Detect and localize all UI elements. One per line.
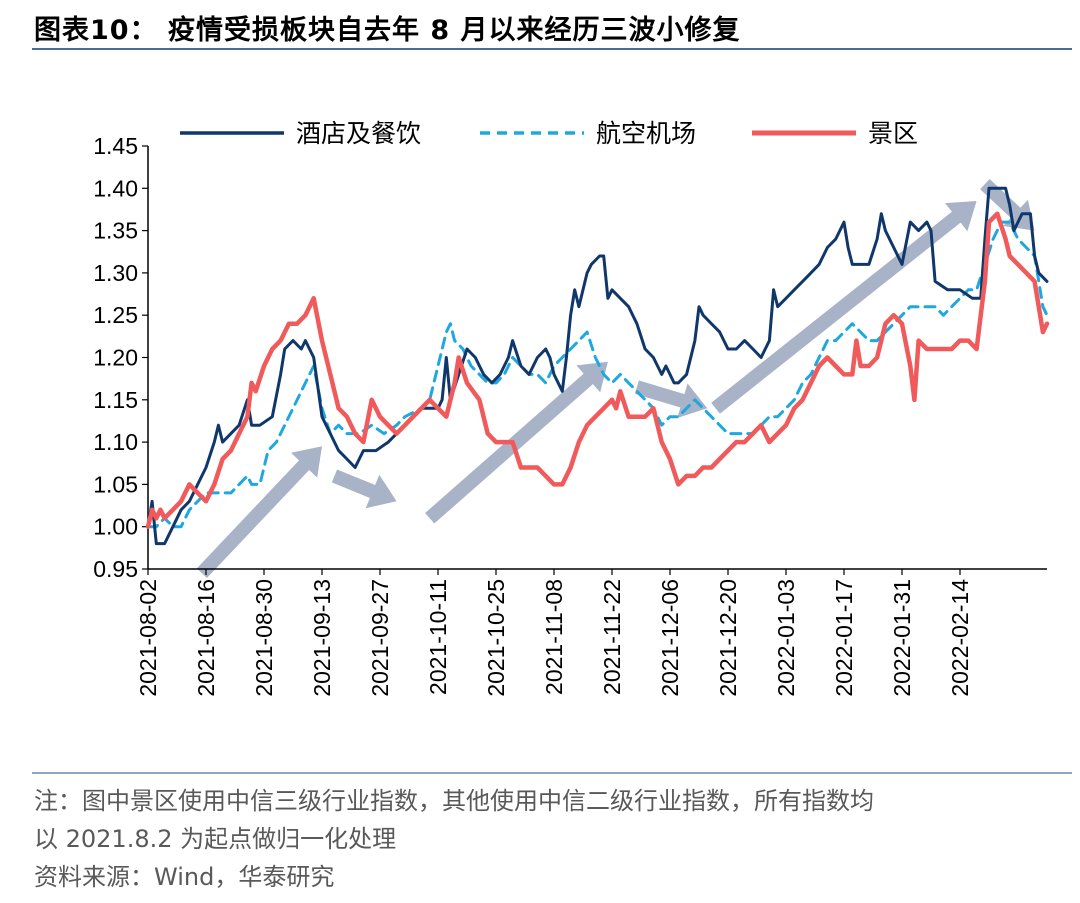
line-chart: 0.95 1.00 1.05 1.10 1.15 1.20 1.25 1.30 1.35 1.40… bbox=[93, 119, 1050, 697]
axes: 0.95 1.00 1.05 1.10 1.15 1.20 1.25 1.30 1.35 1.40… bbox=[93, 133, 1047, 697]
x-tick-label: 2021-10-25 bbox=[483, 579, 509, 697]
y-tick-label: 0.95 bbox=[93, 556, 138, 582]
x-tick-label: 2021-10-11 bbox=[425, 579, 451, 695]
trend-arrow-3 bbox=[425, 361, 608, 524]
x-tick-label: 2021-09-27 bbox=[367, 579, 393, 697]
legend-label-1: 酒店及餐饮 bbox=[296, 119, 421, 148]
legend: 酒店及餐饮 航空机场 景区 bbox=[180, 119, 918, 148]
note-text: 注：图中景区使用中信三级行业指数，其他使用中信二级行业指数，所有指数均 bbox=[34, 787, 874, 815]
y-tick-label: 1.45 bbox=[93, 133, 138, 159]
x-tick-label: 2021-11-08 bbox=[541, 579, 567, 695]
y-tick-label: 1.15 bbox=[93, 387, 138, 413]
trend-arrow-2 bbox=[331, 469, 397, 509]
x-tick-label: 2021-09-13 bbox=[309, 579, 335, 697]
trend-arrow-1 bbox=[196, 446, 322, 578]
x-tick-label: 2022-01-31 bbox=[889, 579, 915, 697]
note-text-cont: 以 2021.8.2 为起点做归一化处理 bbox=[34, 825, 397, 853]
y-tick-label: 1.35 bbox=[93, 218, 138, 244]
x-tick-label: 2021-12-06 bbox=[657, 579, 683, 697]
notes-rule bbox=[32, 772, 1072, 774]
x-tick-label: 2021-11-22 bbox=[599, 579, 625, 695]
x-tick-label: 2022-01-17 bbox=[831, 579, 857, 697]
y-tick-label: 1.25 bbox=[93, 302, 138, 328]
series-line-1 bbox=[146, 186, 1049, 546]
y-tick-label: 1.20 bbox=[93, 345, 138, 371]
title-rule bbox=[32, 48, 1072, 50]
legend-label-3: 景区 bbox=[868, 119, 918, 148]
figure-title: 图表10： 疫情受损板块自去年 8 月以来经历三波小修复 bbox=[34, 15, 741, 46]
trend-arrow-5 bbox=[711, 201, 977, 414]
series-line-3 bbox=[145, 211, 1050, 529]
y-tick-label: 1.00 bbox=[93, 514, 138, 540]
trend-arrows bbox=[196, 179, 1035, 578]
trend-arrow-4 bbox=[634, 380, 708, 418]
y-tick-label: 1.10 bbox=[93, 429, 138, 455]
x-tick-label: 2021-12-20 bbox=[715, 579, 741, 697]
x-tick-label: 2021-08-30 bbox=[251, 579, 277, 697]
x-tick-label: 2021-08-16 bbox=[193, 579, 219, 697]
notes-block: 注：图中景区使用中信三级行业指数，其他使用中信二级行业指数，所有指数均 以 20… bbox=[34, 782, 1074, 896]
x-tick-label: 2022-02-14 bbox=[947, 579, 973, 697]
x-tick-label: 2021-08-02 bbox=[135, 579, 161, 697]
y-tick-label: 1.30 bbox=[93, 260, 138, 286]
legend-label-2: 航空机场 bbox=[596, 119, 696, 148]
source-text: 资料来源：Wind，华泰研究 bbox=[34, 863, 335, 891]
x-tick-label: 2022-01-03 bbox=[773, 579, 799, 697]
y-tick-label: 1.05 bbox=[93, 471, 138, 497]
series-line-2 bbox=[146, 220, 1049, 529]
series-lines bbox=[145, 186, 1050, 546]
y-tick-label: 1.40 bbox=[93, 175, 138, 201]
